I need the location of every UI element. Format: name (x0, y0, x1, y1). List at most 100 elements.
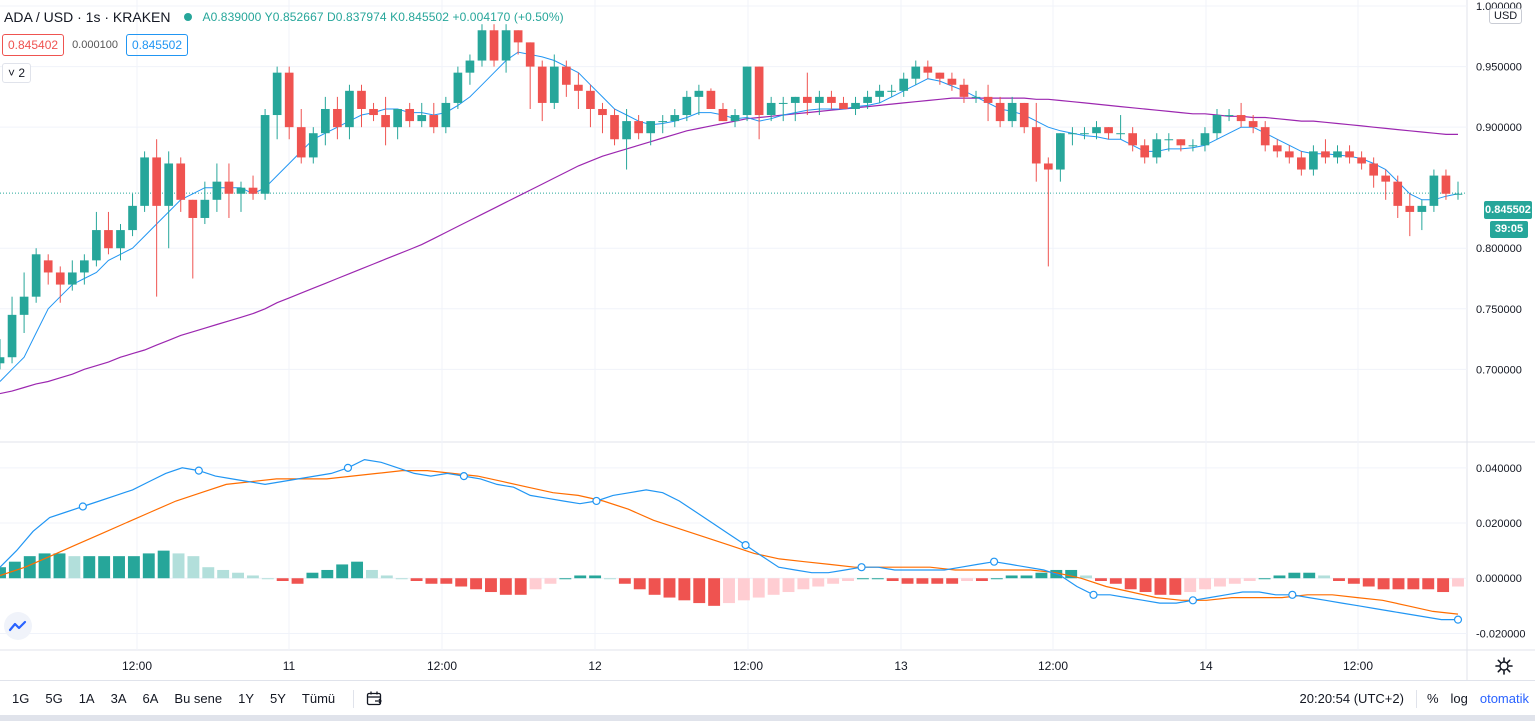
symbol-legend: ADA / USD · 1s · KRAKEN A0.839000 Y0.852… (4, 6, 564, 28)
clock-timezone[interactable]: 20:20:54 (UTC+2) (1299, 691, 1404, 706)
histogram-bar (648, 578, 661, 595)
auto-scale-toggle[interactable]: otomatik (1479, 691, 1529, 706)
candle-body (1369, 163, 1378, 176)
chart-canvas[interactable]: 1.0000000.9500000.9000000.8000000.750000… (0, 0, 1535, 680)
histogram-bar (1377, 578, 1390, 590)
candle-body (1393, 181, 1403, 206)
candle (1248, 115, 1258, 134)
candle (200, 181, 210, 225)
histogram-bar (410, 578, 423, 581)
candle (1031, 102, 1041, 182)
candle-body (1248, 121, 1258, 128)
candle-body (1417, 205, 1427, 212)
candle (549, 54, 559, 109)
candle (7, 296, 17, 364)
candle (1043, 157, 1053, 267)
range-ytd-button[interactable]: Bu sene (174, 691, 223, 706)
range-3m-button[interactable]: 3A (110, 691, 127, 706)
indicators-toggle-button[interactable]: ˅ 2 (2, 63, 32, 83)
currency-label[interactable]: USD (1489, 8, 1523, 24)
candle-body (682, 96, 692, 116)
buy-price-button[interactable]: 0.845502 (125, 34, 189, 56)
candle (1333, 145, 1342, 164)
histogram-bar (946, 578, 959, 584)
histogram-bar (678, 578, 691, 601)
histogram-bar (782, 578, 795, 593)
candle (1056, 133, 1065, 182)
toolbar-divider (1415, 689, 1417, 708)
candle (995, 96, 1005, 128)
candle-body (778, 102, 788, 104)
candle (104, 211, 113, 255)
range-1y-button[interactable]: 1Y (238, 691, 255, 706)
price-axis[interactable]: 1.0000000.9500000.9000000.8000000.750000… (1476, 1, 1526, 640)
candle-body (815, 96, 824, 103)
candle (1260, 121, 1270, 152)
histogram-bar (886, 578, 899, 581)
candle-body (622, 121, 631, 140)
candle (212, 163, 222, 212)
candle (742, 66, 752, 122)
candle-body (1272, 145, 1282, 152)
candle-body (296, 127, 306, 158)
settings-gear-icon[interactable] (1495, 657, 1513, 675)
candle-body (1321, 151, 1330, 158)
histogram-bar (202, 567, 215, 579)
candle (658, 115, 668, 134)
range-5y-button[interactable]: 5Y (270, 691, 286, 706)
cross-marker (78, 502, 87, 511)
candle (308, 127, 318, 164)
time-axis[interactable]: 12:00 11 12:00 12 12:00 13 12:00 14 12:00 (122, 659, 1373, 673)
candle-body (284, 72, 294, 128)
candle (489, 24, 499, 67)
candle-body (549, 66, 559, 103)
sell-price-button[interactable]: 0.845402 (2, 34, 65, 56)
histogram-bar (83, 556, 96, 579)
log-scale-toggle[interactable]: log (1450, 691, 1468, 706)
candle-body (164, 163, 174, 206)
candle (1188, 139, 1198, 152)
candle-body (899, 78, 909, 91)
go-to-date-icon[interactable] (366, 691, 384, 707)
candle-body (236, 187, 246, 194)
candle (1140, 139, 1150, 164)
histogram-bar (23, 556, 36, 579)
candle-body (1333, 151, 1342, 158)
range-1d-button[interactable]: 1G (12, 691, 30, 706)
histogram-bar (1124, 578, 1137, 590)
symbol-title[interactable]: ADA / USD · 1s · KRAKEN (4, 9, 171, 25)
candle (887, 84, 897, 97)
range-6m-button[interactable]: 6A (142, 691, 159, 706)
range-5d-button[interactable]: 5G (45, 691, 63, 706)
percent-scale-toggle[interactable]: % (1426, 691, 1439, 706)
histogram-bar (1333, 578, 1345, 581)
candle-body (1345, 151, 1354, 158)
candle-body (1128, 133, 1137, 146)
candle (55, 266, 65, 303)
candle (1453, 181, 1463, 200)
candle-body (7, 314, 17, 358)
range-all-button[interactable]: Tümü (301, 691, 336, 706)
candle (790, 96, 800, 122)
candle (417, 102, 427, 128)
candle (923, 60, 933, 79)
candle-body (80, 260, 89, 273)
histogram-bar (261, 578, 274, 580)
range-1m-button[interactable]: 1A (78, 691, 95, 706)
candle (1297, 151, 1306, 176)
histogram-bar (663, 578, 676, 598)
bottom-toolbar-right: 20:20:54 (UTC+2) % log otomatik (1300, 681, 1535, 716)
candle (561, 60, 571, 97)
candle (1284, 145, 1294, 164)
tradingview-logo-icon[interactable] (4, 612, 32, 640)
cross-marker (857, 563, 866, 572)
order-prices: 0.845402 0.000100 0.845502 (2, 34, 189, 56)
histogram-bar (321, 569, 334, 579)
histogram-bar (1258, 578, 1271, 580)
candle-body (646, 121, 656, 134)
toolbar-divider (353, 689, 355, 708)
candle-body (43, 260, 53, 273)
candle (369, 102, 378, 122)
ma-fast-line (0, 51, 1459, 382)
histogram-bar (856, 578, 869, 580)
